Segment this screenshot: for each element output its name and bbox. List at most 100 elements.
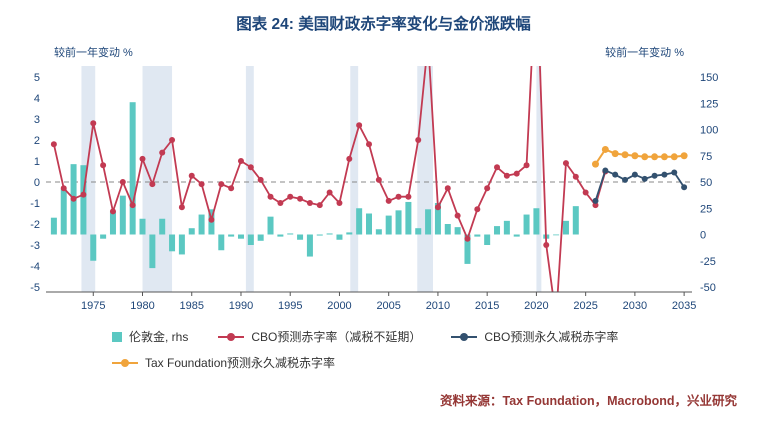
bar [464,234,471,264]
bar [139,218,146,235]
x-tick-label: 2030 [623,300,647,312]
right-tick-label: 50 [700,177,712,189]
bar [356,208,363,235]
left-tick-label: 5 [34,72,40,84]
bar [553,234,560,236]
x-tick-label: 1990 [229,300,253,312]
chart-area: 1975 1980 1985 1990 1995 2000 2005 2010 2015 2020… [0,36,767,326]
bar [336,234,343,240]
bar [326,233,333,235]
bar [237,234,244,239]
legend-bar-swatch-icon [112,331,122,342]
bar [119,195,126,235]
bar [297,234,304,240]
x-tick-label: 2010 [426,300,450,312]
source-note: 资料来源：Tax Foundation，Macrobond，兴业研究 [440,394,737,408]
x-tick-label: 1985 [180,300,204,312]
legend-label: Tax Foundation预测永久减税赤字率 [145,356,336,370]
bar [385,215,392,235]
bar [109,211,116,235]
right-axis-label: 较前一年变动 % [605,45,684,59]
recession-band [417,66,434,292]
bar [494,226,501,235]
bar [247,234,254,245]
bar [484,234,491,245]
bar [474,234,481,237]
bar [513,234,520,237]
bar [178,234,185,255]
bar [425,209,432,235]
bar [267,216,274,235]
x-tick-label: 1995 [278,300,302,312]
bar [316,234,323,236]
legend: 伦敦金, rhs CBO预测赤字率（减税不延期） CBO预测永久减税赤字率 Tax F… [112,328,767,371]
bar [169,234,176,252]
chart-svg: 1975 1980 1985 1990 1995 2000 2005 2010 2015 2020… [30,45,718,312]
bar [405,201,412,235]
bar [523,214,530,235]
line-series-red [50,66,609,292]
bar [287,233,294,235]
bar [129,102,136,235]
recession-band [536,66,542,292]
legend-label: CBO预测永久减税赤字率 [484,330,619,344]
legend-line-dot-icon [218,332,245,341]
line-series-navy [592,167,688,204]
bar [454,227,461,235]
bar [533,208,540,235]
right-tick-label: 25 [700,203,712,215]
bar [159,218,166,235]
x-tick-label: 2020 [524,300,548,312]
bar [306,234,313,257]
bar [100,234,107,239]
left-tick-label: 3 [34,114,40,126]
left-tick-label: -5 [30,282,40,294]
bar [198,214,205,235]
bar [572,206,579,235]
right-tick-label: 75 [700,151,712,163]
bar [257,234,264,241]
bar [50,217,57,235]
legend-item: CBO预测赤字率（减税不延期） [218,328,421,345]
left-tick-label: -3 [30,240,40,252]
left-tick-label: 2 [34,135,40,147]
legend-item: Tax Foundation预测永久减税赤字率 [112,354,335,371]
right-tick-label: 125 [700,98,718,110]
right-tick-label: 150 [700,72,718,84]
legend-item: 伦敦金, rhs [112,328,188,345]
bar [277,234,284,237]
bar [218,234,225,251]
left-axis-label: 较前一年变动 % [54,45,133,59]
x-tick-label: 2015 [475,300,499,312]
legend-line-dot-icon [112,358,138,367]
right-tick-label: -25 [700,256,716,268]
bar [366,213,372,235]
gold-bars-series [50,102,579,269]
legend-label: 伦敦金, rhs [129,330,189,344]
left-tick-label: 1 [34,156,40,168]
right-tick-label: 100 [700,125,718,137]
x-tick-label: 1975 [81,300,105,312]
bar [444,224,451,235]
bar [375,229,382,235]
legend-row: 伦敦金, rhs CBO预测赤字率（减税不延期） CBO预测永久减税赤字率 [112,328,767,345]
recession-band [142,66,173,292]
legend-row: Tax Foundation预测永久减税赤字率 [112,354,767,371]
bar [149,234,156,269]
recession-band [350,66,359,292]
bar [415,228,422,235]
bar [60,189,67,235]
chart-title: 图表 24: 美国财政赤字率变化与金价涨跌幅 [236,16,531,33]
right-tick-label: 0 [700,230,706,242]
line-series-orange [591,145,688,168]
x-tick-label: 2035 [672,300,696,312]
right-tick-label: -50 [700,282,716,294]
bar [434,203,441,235]
x-tick-label: 2000 [327,300,351,312]
x-tick-label: 2005 [376,300,400,312]
x-tick-label: 1980 [130,300,154,312]
legend-label: CBO预测赤字率（减税不延期） [251,330,422,344]
bar [562,220,569,235]
recession-band [245,66,254,292]
left-tick-label: -1 [30,198,40,210]
